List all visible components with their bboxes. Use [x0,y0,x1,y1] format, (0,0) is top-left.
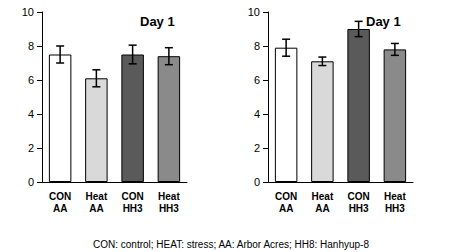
svg-text:CON: CON [122,191,144,202]
svg-text:Heat: Heat [312,191,334,202]
svg-text:Heat: Heat [86,191,108,202]
svg-text:10: 10 [248,6,260,18]
svg-text:0: 0 [254,176,260,188]
svg-text:0: 0 [28,176,34,188]
svg-text:CON: CON [275,191,297,202]
svg-text:CON: CON [49,191,71,202]
svg-text:HH3: HH3 [349,203,369,214]
svg-text:6: 6 [254,74,260,86]
svg-text:Heat: Heat [158,191,180,202]
svg-text:CON: CON [348,191,370,202]
svg-text:Day 1: Day 1 [140,14,175,29]
svg-text:Day 1: Day 1 [366,14,401,29]
svg-text:CON: control; HEAT: stress; AA: CON: control; HEAT: stress; AA: Arbor Ac… [93,239,369,250]
svg-text:2: 2 [254,142,260,154]
svg-text:6: 6 [28,74,34,86]
svg-text:AA: AA [53,203,67,214]
svg-text:HH3: HH3 [123,203,143,214]
svg-text:4: 4 [28,108,34,120]
svg-text:2: 2 [28,142,34,154]
svg-text:8: 8 [28,40,34,52]
svg-text:10: 10 [22,6,34,18]
svg-text:4: 4 [254,108,260,120]
svg-text:8: 8 [254,40,260,52]
svg-text:AA: AA [279,203,293,214]
svg-text:AA: AA [89,203,103,214]
svg-text:Heat: Heat [384,191,406,202]
svg-text:AA: AA [315,203,329,214]
svg-text:HH3: HH3 [159,203,179,214]
svg-text:HH3: HH3 [385,203,405,214]
